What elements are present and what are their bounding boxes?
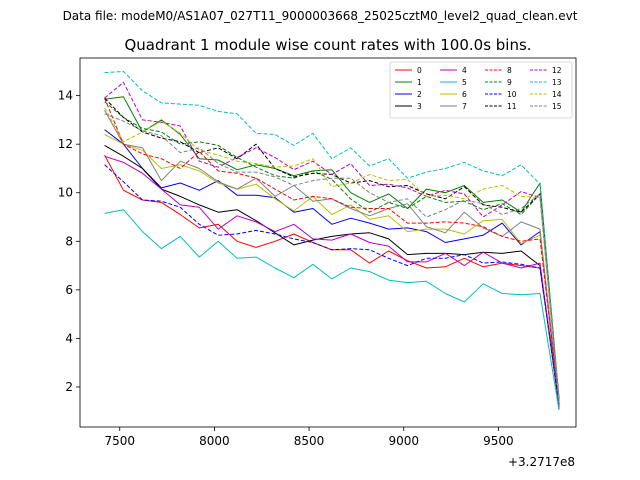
series-line-15: [104, 113, 560, 402]
legend-frame: [389, 61, 573, 119]
x-tick-label: 8500: [294, 434, 325, 448]
legend-label-13: 13: [552, 78, 562, 87]
chart-title: Quadrant 1 module wise count rates with …: [124, 36, 531, 54]
series-line-10: [104, 164, 560, 404]
x-tick-label: 9500: [483, 434, 514, 448]
figure-suptitle: Data file: modeM0/AS1A07_027T11_90000036…: [63, 9, 578, 23]
legend-label-10: 10: [507, 90, 517, 99]
series-line-5: [104, 209, 560, 411]
series-line-12: [104, 81, 560, 402]
legend-label-2: 2: [417, 90, 422, 99]
legend-label-8: 8: [507, 66, 512, 75]
legend-label-4: 4: [462, 66, 467, 75]
x-offset-label: +3.2717e8: [508, 455, 575, 469]
series-line-2: [104, 129, 560, 409]
legend-label-15: 15: [552, 102, 562, 111]
legend-label-0: 0: [417, 66, 422, 75]
legend-label-6: 6: [462, 90, 467, 99]
y-tick-label: 2: [65, 380, 73, 394]
y-tick-label: 8: [65, 234, 73, 248]
y-tick-label: 4: [65, 331, 73, 345]
legend-label-14: 14: [552, 90, 562, 99]
series-line-14: [104, 107, 560, 401]
series-line-8: [104, 97, 560, 402]
y-tick-label: 12: [58, 137, 73, 151]
legend-label-9: 9: [507, 78, 512, 87]
series-line-4: [104, 155, 560, 407]
y-tick-label: 14: [58, 89, 73, 103]
x-tick-label: 8000: [199, 434, 230, 448]
axes-frame: [79, 57, 577, 428]
x-tick-label: 9000: [388, 434, 419, 448]
series-line-1: [104, 96, 560, 400]
series-line-13: [104, 70, 560, 397]
legend-label-7: 7: [462, 102, 467, 111]
legend-label-5: 5: [462, 78, 467, 87]
plot-area: [80, 58, 576, 427]
y-tick-label: 10: [58, 186, 73, 200]
legend-label-11: 11: [507, 102, 517, 111]
legend-label-1: 1: [417, 78, 422, 87]
y-tick-label: 6: [65, 283, 73, 297]
series-line-6: [104, 134, 560, 404]
legend-label-12: 12: [552, 66, 562, 75]
legend-label-3: 3: [417, 102, 422, 111]
x-tick-label: 7500: [104, 434, 135, 448]
